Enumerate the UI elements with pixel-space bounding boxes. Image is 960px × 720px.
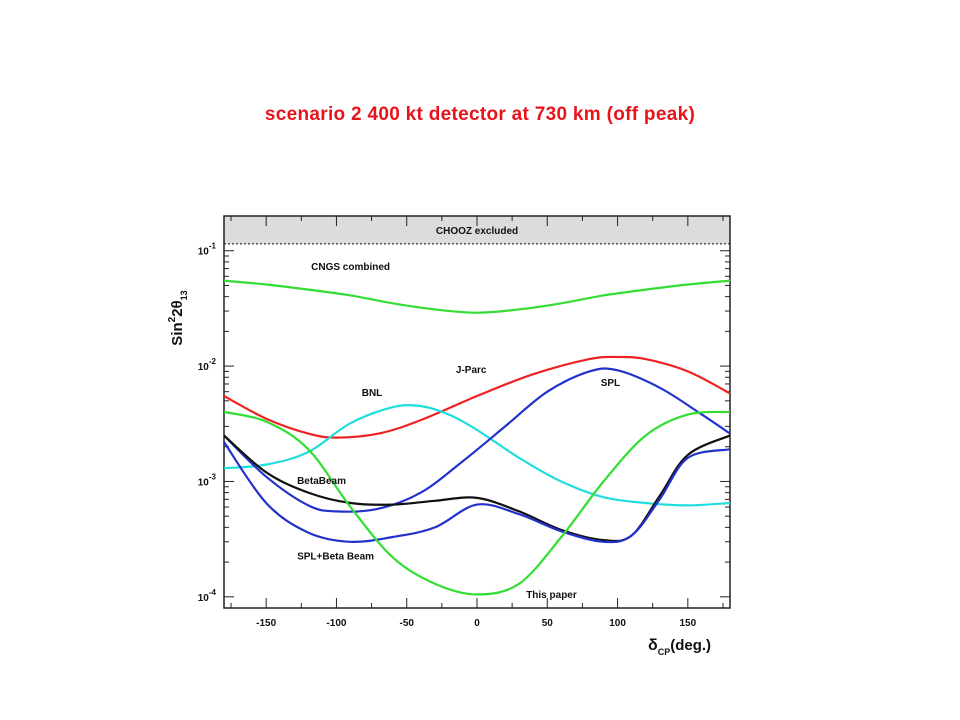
x-tick-label: 50 — [542, 618, 554, 629]
x-tick-label: -100 — [326, 618, 346, 629]
curve-label-cngs-combined: CNGS combined — [311, 262, 390, 273]
y-tick-label: 10-1 — [198, 242, 217, 258]
x-tick-label: 0 — [474, 618, 480, 629]
curve-label-betabeam: BetaBeam — [297, 476, 346, 487]
y-tick-label: 10-2 — [198, 357, 217, 373]
y-tick-label: 10-3 — [198, 472, 217, 488]
series-line-spl — [224, 367, 730, 513]
curve-label-j-parc: J-Parc — [456, 365, 487, 376]
series-line-cngs-combined — [224, 279, 730, 314]
x-tick-label: -150 — [256, 618, 276, 629]
x-tick-label: 100 — [609, 618, 626, 629]
slide-title: scenario 2 400 kt detector at 730 km (of… — [264, 104, 696, 125]
curve-label-bnl: BNL — [362, 388, 383, 399]
x-tick-label: 150 — [679, 618, 696, 629]
excluded-band-label: CHOOZ excluded — [436, 226, 518, 237]
series-line-this-paper — [224, 410, 730, 596]
x-tick-label: -50 — [399, 618, 414, 629]
series-line-spl-beta-beam — [224, 441, 730, 544]
y-tick-label: 10-4 — [198, 588, 217, 604]
series-line-bnl — [224, 404, 730, 507]
series-line-j-parc — [224, 355, 730, 439]
curve-label-spl-beta-beam: SPL+Beta Beam — [297, 552, 374, 563]
series-line-betabeam — [224, 434, 730, 543]
plot-area — [224, 216, 730, 608]
x-axis-title: δCP(deg.) — [648, 637, 711, 657]
y-axis-title: Sin22θ13 — [167, 290, 189, 345]
curve-label-this-paper: This paper — [526, 590, 577, 601]
curve-label-spl: SPL — [601, 378, 620, 389]
